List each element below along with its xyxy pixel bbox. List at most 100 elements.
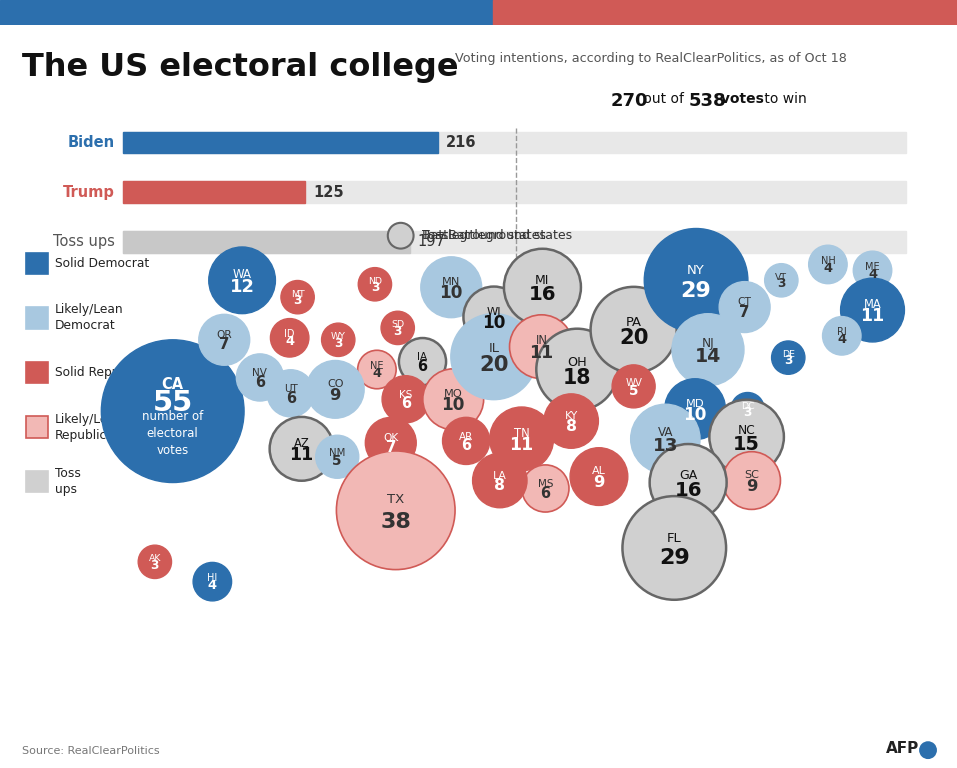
Text: NH: NH: [820, 256, 835, 266]
Text: ME: ME: [865, 262, 879, 272]
Circle shape: [644, 229, 748, 332]
Circle shape: [731, 392, 765, 425]
Text: 538: 538: [688, 92, 725, 110]
Text: NC: NC: [738, 424, 755, 437]
Text: MT: MT: [291, 290, 304, 299]
Circle shape: [504, 249, 581, 326]
Text: 10: 10: [439, 284, 463, 303]
Circle shape: [719, 282, 770, 333]
Text: 6: 6: [255, 375, 265, 389]
Bar: [26, 471, 48, 492]
Text: 3: 3: [393, 325, 402, 338]
Circle shape: [809, 245, 847, 283]
Text: PA: PA: [626, 316, 641, 329]
Text: 4: 4: [372, 367, 382, 380]
Bar: [26, 253, 48, 274]
Text: Toss
ups: Toss ups: [55, 467, 80, 496]
Text: 11: 11: [860, 307, 884, 326]
Circle shape: [316, 435, 359, 478]
Circle shape: [193, 562, 232, 601]
Text: 197: 197: [418, 234, 446, 249]
Text: 4: 4: [823, 262, 833, 275]
Circle shape: [854, 251, 892, 290]
Text: ID: ID: [284, 329, 295, 339]
Circle shape: [544, 394, 598, 449]
Text: VA: VA: [657, 426, 673, 439]
Text: TN: TN: [514, 427, 529, 439]
Text: AFP: AFP: [886, 741, 920, 756]
Text: 29: 29: [658, 548, 690, 568]
Text: WA: WA: [233, 268, 252, 281]
Text: 14: 14: [695, 347, 721, 366]
Circle shape: [322, 323, 355, 356]
Text: Voting intentions, according to RealClearPolitics, as of Oct 18: Voting intentions, according to RealClea…: [456, 52, 847, 65]
Text: IL: IL: [488, 343, 500, 356]
Text: to win: to win: [760, 92, 806, 106]
Text: FL: FL: [667, 532, 681, 545]
Circle shape: [622, 496, 726, 600]
Text: 16: 16: [675, 481, 701, 500]
Circle shape: [612, 365, 656, 408]
Circle shape: [138, 545, 171, 578]
Text: 11: 11: [529, 344, 553, 362]
Bar: [26, 362, 48, 383]
Text: 8: 8: [495, 478, 505, 494]
Text: KS: KS: [399, 390, 412, 400]
Text: 6: 6: [285, 391, 296, 406]
Text: SC: SC: [745, 470, 759, 480]
Text: 3: 3: [370, 281, 379, 294]
Text: 29: 29: [680, 280, 711, 301]
Bar: [123, 230, 410, 253]
Circle shape: [306, 360, 364, 419]
Text: 6: 6: [461, 438, 471, 453]
Text: RI: RI: [837, 327, 847, 337]
Text: Trump: Trump: [63, 184, 115, 200]
Text: 12: 12: [230, 278, 255, 296]
Text: NY: NY: [687, 264, 705, 277]
Text: Source: RealClearPolitics: Source: RealClearPolitics: [22, 746, 160, 756]
Text: MO: MO: [444, 389, 462, 399]
Text: WI: WI: [486, 306, 501, 316]
Bar: [123, 181, 305, 203]
Text: 3: 3: [294, 294, 301, 307]
Text: NM: NM: [329, 448, 345, 458]
Text: IA: IA: [417, 353, 428, 362]
Text: ND: ND: [367, 276, 382, 286]
Text: IN: IN: [536, 335, 547, 347]
Bar: [123, 230, 906, 253]
Text: 11: 11: [509, 436, 534, 455]
Circle shape: [522, 465, 569, 512]
Text: 10: 10: [683, 406, 707, 424]
Text: 13: 13: [653, 437, 679, 455]
Circle shape: [650, 444, 726, 521]
Bar: [123, 131, 906, 154]
Text: votes: votes: [716, 92, 764, 106]
Circle shape: [358, 350, 396, 389]
Text: 4: 4: [208, 579, 217, 592]
Text: 6: 6: [541, 485, 550, 501]
Text: The US electoral college: The US electoral college: [22, 52, 458, 84]
Text: 15: 15: [733, 435, 760, 454]
Text: 10: 10: [482, 314, 505, 332]
Circle shape: [463, 286, 524, 347]
Text: VT: VT: [775, 273, 788, 282]
Bar: [493, 0, 957, 25]
Text: 20: 20: [619, 329, 649, 349]
Text: 3: 3: [784, 355, 792, 367]
Text: 6: 6: [417, 359, 428, 374]
Text: AZ: AZ: [294, 436, 309, 449]
Text: CA: CA: [162, 376, 184, 392]
Circle shape: [919, 741, 937, 759]
Text: number of
electoral
votes: number of electoral votes: [142, 410, 203, 458]
Text: Solid Republican: Solid Republican: [55, 366, 156, 379]
Text: 4: 4: [868, 268, 877, 281]
Text: 20: 20: [479, 356, 508, 376]
Circle shape: [358, 267, 391, 301]
Circle shape: [590, 286, 677, 373]
Text: 125: 125: [313, 184, 344, 200]
Text: 4: 4: [837, 333, 846, 346]
Text: 16: 16: [528, 286, 556, 304]
Text: 9: 9: [593, 475, 605, 490]
Text: 3: 3: [777, 277, 786, 290]
Circle shape: [382, 376, 430, 423]
